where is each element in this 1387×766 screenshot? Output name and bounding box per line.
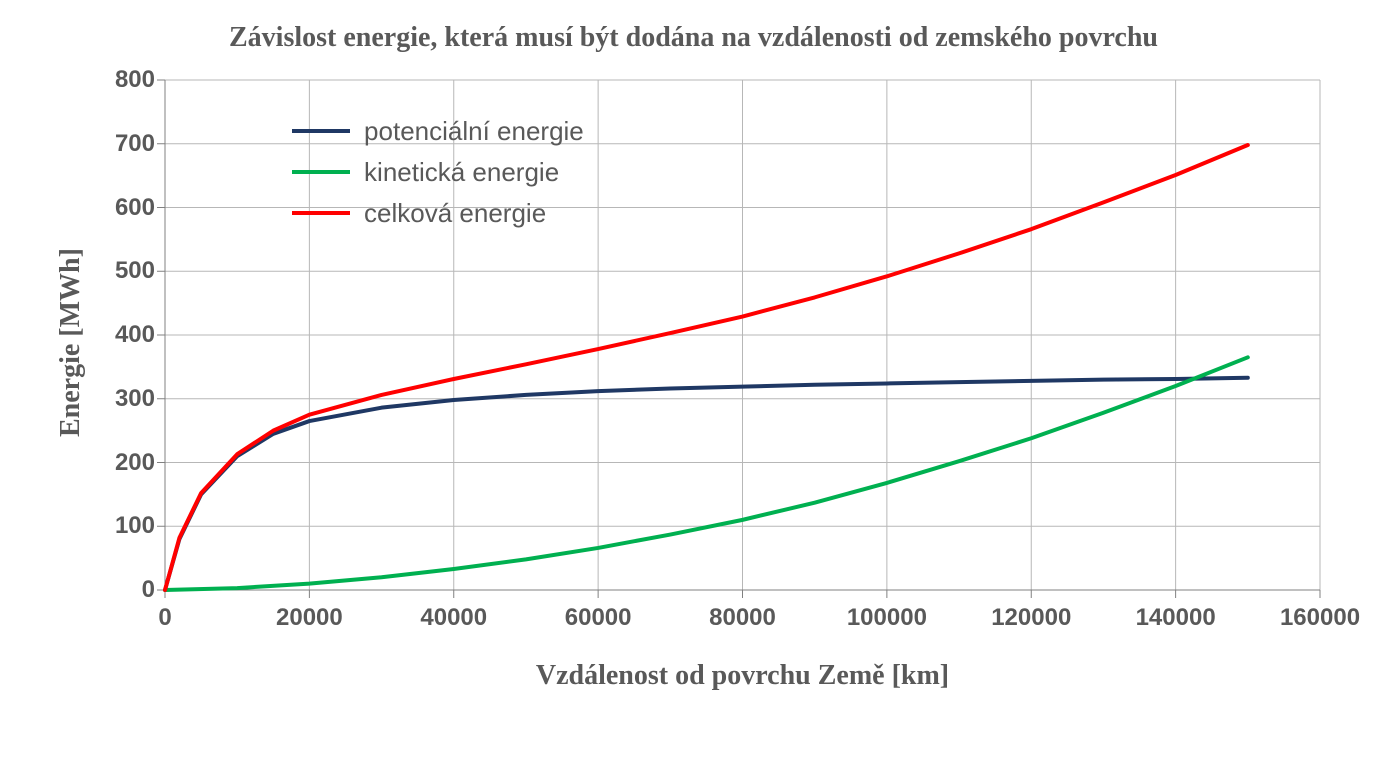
x-tick-label: 100000 (847, 604, 927, 632)
legend-item-total: celková energie (292, 198, 584, 229)
x-axis-label: Vzdálenost od povrchu Země [km] (165, 660, 1320, 692)
y-tick-label: 400 (115, 321, 155, 349)
legend-label-potential: potenciální energie (364, 116, 584, 147)
plot-area: potenciální energie kinetická energie celk… (165, 80, 1320, 590)
legend-item-potential: potenciální energie (292, 116, 584, 147)
legend-item-kinetic: kinetická energie (292, 157, 584, 188)
x-tick-label: 60000 (565, 604, 632, 632)
y-tick-label: 500 (115, 257, 155, 285)
legend-label-kinetic: kinetická energie (364, 157, 559, 188)
x-tick-label: 20000 (276, 604, 343, 632)
y-tick-label: 600 (115, 194, 155, 222)
x-tick-label: 120000 (991, 604, 1071, 632)
legend-swatch-kinetic (292, 170, 350, 174)
y-axis-label: Energie [MWh] (55, 248, 87, 437)
x-tick-label: 0 (158, 604, 171, 632)
chart-container: Závislost energie, která musí být dodána… (0, 0, 1387, 766)
y-tick-label: 100 (115, 512, 155, 540)
legend-label-total: celková energie (364, 198, 546, 229)
legend-swatch-total (292, 211, 350, 215)
chart-title: Závislost energie, která musí být dodána… (0, 22, 1387, 54)
y-tick-label: 200 (115, 449, 155, 477)
y-tick-label: 800 (115, 66, 155, 94)
series-kinetic (165, 357, 1248, 590)
x-tick-label: 80000 (709, 604, 776, 632)
y-tick-label: 0 (142, 576, 155, 604)
y-tick-label: 700 (115, 130, 155, 158)
legend: potenciální energie kinetická energie celk… (292, 116, 584, 229)
legend-swatch-potential (292, 129, 350, 133)
x-tick-label: 140000 (1136, 604, 1216, 632)
x-tick-label: 40000 (420, 604, 487, 632)
x-tick-label: 160000 (1280, 604, 1360, 632)
y-tick-label: 300 (115, 385, 155, 413)
